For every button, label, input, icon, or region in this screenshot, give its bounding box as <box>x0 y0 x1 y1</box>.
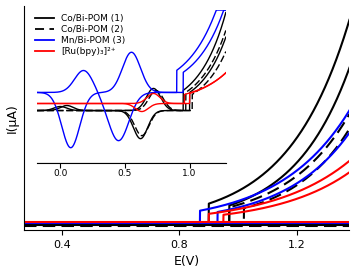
Legend: Co/Bi-POM (1), Co/Bi-POM (2), Mn/Bi-POM (3), [Ru(bpy)₃]²⁺: Co/Bi-POM (1), Co/Bi-POM (2), Mn/Bi-POM … <box>32 10 129 60</box>
X-axis label: E(V): E(V) <box>174 255 200 269</box>
Y-axis label: I(μA): I(μA) <box>6 103 18 133</box>
